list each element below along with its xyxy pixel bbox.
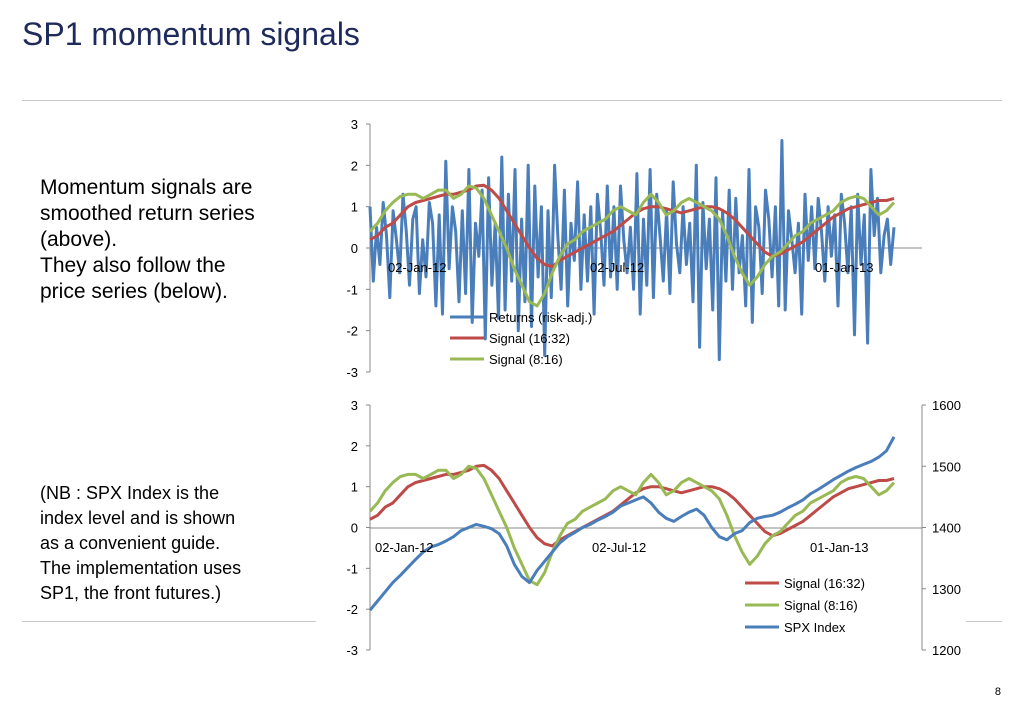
x-tick-label: 01-Jan-13 (815, 260, 874, 275)
explanation-line: (above). (40, 228, 118, 251)
bottom-divider-right (966, 621, 1002, 622)
page-number: 8 (994, 686, 1001, 698)
note-line: as a convenient guide. (40, 533, 221, 553)
series-line-spx-index (368, 436, 896, 612)
legend-label: Signal (16:32) (489, 331, 570, 346)
x-tick-label: 02-Jan-12 (375, 540, 434, 555)
x-tick-label: 02-Jul-12 (592, 540, 646, 555)
y-tick-label: 0 (351, 241, 358, 256)
y-tick-label: 3 (351, 398, 358, 413)
y-tick-label: 0 (351, 521, 358, 536)
y-tick-label: -3 (346, 365, 358, 380)
y2-tick-label: 1300 (932, 582, 961, 597)
y-tick-label: 2 (351, 158, 358, 173)
series-line-returns-risk-adj (368, 139, 896, 362)
y-tick-label: 1 (351, 480, 358, 495)
series-line-signal-16-32 (369, 183, 895, 269)
page-title: SP1 momentum signals (22, 16, 360, 52)
x-tick-label: 02-Jan-12 (388, 260, 447, 275)
explanation-line: smoothed return series (40, 202, 255, 225)
y-tick-label: 2 (351, 439, 358, 454)
y2-tick-label: 1400 (932, 521, 961, 536)
legend-label: Returns (risk-adj.) (489, 310, 592, 325)
legend-label: SPX Index (784, 620, 846, 635)
note-line: (NB : SPX Index is the (40, 483, 220, 503)
y-tick-label: -3 (346, 643, 358, 658)
note-line: The implementation uses (40, 558, 242, 578)
y-tick-label: -1 (346, 561, 358, 576)
explanation-line: They also follow the (40, 254, 226, 277)
note-line: SP1, the front futures.) (40, 583, 222, 603)
y-tick-label: -2 (346, 324, 358, 339)
series-line-signal-8-16 (368, 184, 896, 308)
note-text: (NB : SPX Index is the index level and i… (40, 481, 241, 606)
series-line-signal-8-16 (368, 464, 896, 587)
y2-tick-label: 1600 (932, 398, 961, 413)
y-tick-label: 3 (351, 117, 358, 132)
y-tick-label: 1 (351, 200, 358, 215)
legend-label: Signal (8:16) (489, 352, 563, 367)
legend-label: Signal (16:32) (784, 576, 865, 591)
x-tick-label: 01-Jan-13 (810, 540, 869, 555)
explanation-text: Momentum signals are smoothed return ser… (40, 175, 255, 305)
explanation-line: Momentum signals are (40, 176, 253, 199)
x-tick-label: 02-Jul-12 (590, 260, 644, 275)
y2-tick-label: 1500 (932, 459, 961, 474)
bottom-divider-left (22, 621, 316, 622)
y-tick-label: -1 (346, 282, 358, 297)
note-line: index level and is shown (40, 508, 236, 528)
y-tick-label: -2 (346, 602, 358, 617)
title-divider (22, 100, 1002, 101)
y2-tick-label: 1200 (932, 643, 961, 658)
explanation-line: price series (below). (40, 280, 228, 303)
legend-label: Signal (8:16) (784, 598, 858, 613)
series-line-signal-16-32 (369, 463, 895, 548)
